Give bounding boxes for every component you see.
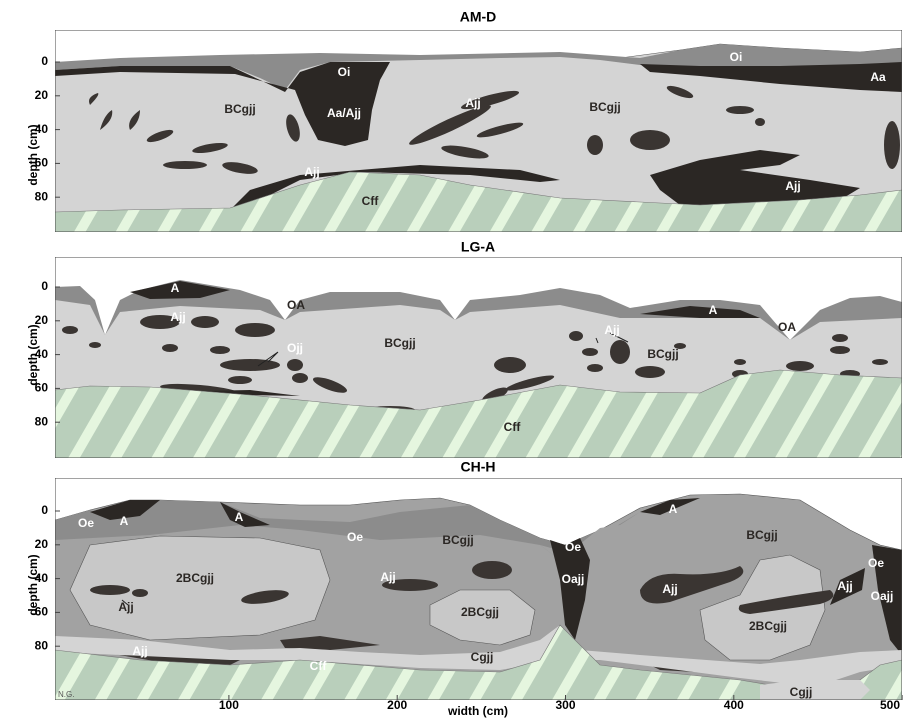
horizon-label: BCgjj: [224, 102, 255, 116]
horizon-label: Oe: [565, 540, 581, 554]
horizon-label: Oajj: [871, 589, 894, 603]
horizon-label: A: [171, 281, 180, 295]
horizon-label: Aa: [870, 70, 886, 84]
horizon-label: BCgjj: [384, 336, 415, 350]
x-tick-label: 300: [555, 698, 575, 712]
horizon-label: OA: [778, 320, 796, 334]
y-tick-label: 60: [35, 605, 49, 619]
y-tick-label: 80: [35, 414, 49, 428]
credit: N.G.: [58, 690, 74, 699]
x-tick-label: 500: [880, 698, 900, 712]
horizon-label: Oi: [730, 50, 743, 64]
horizon-label: Ajj: [132, 644, 147, 658]
y-tick-label: 0: [41, 503, 48, 517]
horizon-label: 2BCgjj: [749, 619, 787, 633]
horizon-label: Cff: [504, 420, 522, 434]
horizon-label: Ajj: [380, 570, 395, 584]
x-tick-label: 100: [219, 698, 239, 712]
horizon-label: Ajj: [837, 579, 852, 593]
panel-title: AM-D: [460, 9, 497, 25]
horizon-label: Oe: [347, 530, 363, 544]
y-tick-label: 0: [41, 279, 48, 293]
y-tick-label: 60: [35, 381, 49, 395]
figure: depth (cm) depth (cm) depth (cm) width (…: [0, 0, 916, 719]
y-tick-label: 80: [35, 189, 49, 203]
horizon-label: Cgjj: [790, 685, 813, 699]
horizon-label: OA: [287, 298, 305, 312]
horizon-label: A: [235, 510, 244, 524]
horizon-label: BCgjj: [589, 100, 620, 114]
horizon-label: 2BCgjj: [461, 605, 499, 619]
horizon-label: Ajj: [662, 582, 677, 596]
horizon-label: BCgjj: [746, 528, 777, 542]
y-tick-label: 0: [41, 54, 48, 68]
y-tick-label: 40: [35, 122, 49, 136]
y-tick-label: 60: [35, 156, 49, 170]
horizon-label: Ojj: [287, 341, 303, 355]
horizon-label: Ajj: [304, 165, 319, 179]
horizon-label: 2BCgjj: [176, 571, 214, 585]
x-tick-label: 200: [387, 698, 407, 712]
y-tick-label: 20: [35, 537, 49, 551]
horizon-label: BCgjj: [442, 533, 473, 547]
panel-title: CH-H: [461, 459, 496, 475]
horizon-label: Oi: [338, 65, 351, 79]
panel-am-d: [55, 30, 902, 232]
horizon-label: Ajj: [170, 310, 185, 324]
horizon-label: Cff: [362, 194, 380, 208]
y-tick-label: 80: [35, 638, 49, 652]
y-tick-label: 20: [35, 313, 49, 327]
y-tick-label: 40: [35, 347, 49, 361]
panel-title: LG-A: [461, 239, 495, 255]
horizon-label: Ajj: [465, 96, 480, 110]
y-tick-label: 40: [35, 571, 49, 585]
y-tick-label: 20: [35, 88, 49, 102]
horizon-label: Cgjj: [471, 650, 494, 664]
horizon-label: A: [669, 502, 678, 516]
horizon-label: Oe: [78, 516, 94, 530]
panel-ch-h: [55, 478, 902, 700]
horizon-label: A: [709, 303, 718, 317]
panel-lg-a: [55, 257, 902, 458]
horizon-label: Ajj: [118, 600, 133, 614]
horizon-label: A: [120, 514, 129, 528]
x-axis-label: width (cm): [447, 704, 508, 718]
x-tick-label: 400: [724, 698, 744, 712]
horizon-label: Ajj: [785, 179, 800, 193]
horizon-label: Ajj: [604, 323, 619, 337]
horizon-label: Aa/Ajj: [327, 106, 361, 120]
horizon-label: Cff: [310, 659, 328, 673]
horizon-label: BCgjj: [647, 347, 678, 361]
horizon-label: Oajj: [562, 572, 585, 586]
horizon-label: Oe: [868, 556, 884, 570]
